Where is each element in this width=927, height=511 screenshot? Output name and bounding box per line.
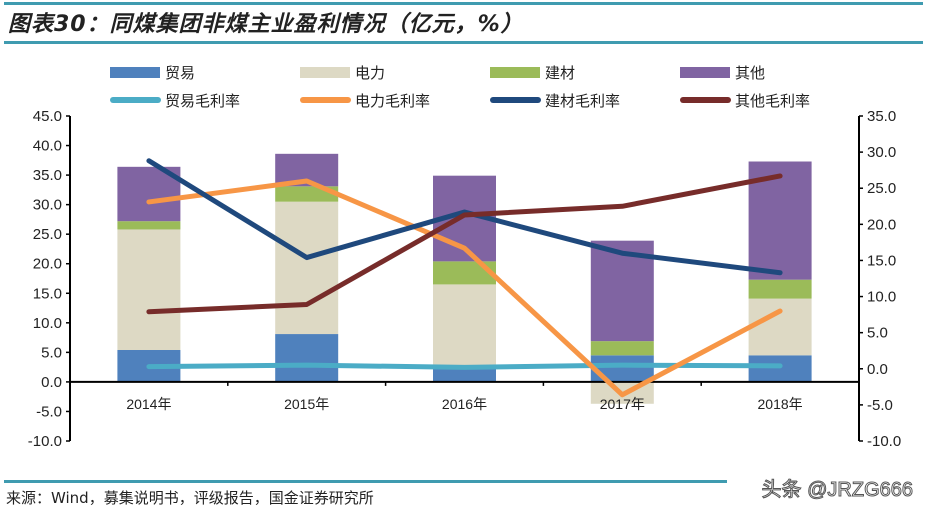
y-right-tick-label: 15.0 (867, 252, 896, 269)
chart-title: 图表30：同煤集团非煤主业盈利情况（亿元，%） (8, 12, 524, 37)
title-top-rule (4, 2, 923, 5)
y-left-tick-label: 15.0 (33, 285, 62, 302)
legend-swatch-bar (110, 67, 160, 78)
bar-贸易 (748, 355, 812, 382)
source-note: 来源：Wind，募集说明书，评级报告，国金证券研究所 (6, 489, 374, 507)
legend-label: 其他 (735, 65, 765, 82)
footer-rule (4, 480, 727, 483)
y-left-tick-label: 10.0 (33, 315, 62, 332)
line-贸易毛利率 (146, 362, 783, 370)
bar-建材 (117, 221, 181, 230)
legend-label: 电力毛利率 (355, 93, 430, 110)
x-tick-label: 2016年 (442, 396, 487, 412)
bar-建材 (433, 261, 496, 285)
y-left-tick-label: 35.0 (33, 167, 62, 184)
y-left-tick-label: 20.0 (33, 256, 62, 273)
y-right-tick-label: -5.0 (867, 397, 893, 414)
legend-swatch-bar (490, 67, 540, 78)
y-right-tick-label: 0.0 (867, 361, 888, 378)
legend-label: 贸易 (165, 65, 195, 82)
y-left-tick-label: 0.0 (41, 374, 62, 391)
y-right-tick-label: 10.0 (867, 289, 896, 306)
x-tick-label: 2015年 (284, 396, 329, 412)
y-left-tick-label: 5.0 (41, 344, 62, 361)
y-right-tick-label: -10.0 (867, 433, 901, 450)
bar-建材 (748, 279, 812, 299)
bar-电力 (433, 284, 496, 368)
y-right-tick-label: 30.0 (867, 144, 896, 161)
legend-label: 建材 (545, 65, 575, 82)
y-left-tick-label: 40.0 (33, 138, 62, 155)
watermark: 头条 @JRZG666 (761, 479, 913, 502)
bar-贸易 (433, 367, 496, 382)
y-left-tick-label: 30.0 (33, 197, 62, 214)
bar-电力 (117, 229, 181, 350)
legend-label: 建材毛利率 (545, 93, 620, 110)
legend-label: 其他毛利率 (735, 93, 810, 110)
y-left-tick-label: 25.0 (33, 226, 62, 243)
bar-贸易 (275, 334, 339, 382)
y-left-tick-label: -5.0 (36, 403, 62, 420)
y-left-tick-label: 45.0 (33, 108, 62, 125)
y-right-tick-label: 25.0 (867, 180, 896, 197)
bar-电力 (748, 298, 812, 356)
x-tick-label: 2017年 (600, 396, 645, 412)
legend-label: 贸易毛利率 (165, 93, 240, 110)
legend-label: 电力 (355, 65, 385, 82)
y-right-tick-label: 20.0 (867, 216, 896, 233)
bar-建材 (590, 341, 654, 356)
x-tick-label: 2014年 (126, 396, 171, 412)
y-right-tick-label: 35.0 (867, 108, 896, 125)
x-tick-label: 2018年 (758, 396, 803, 412)
legend-swatch-bar (680, 67, 730, 78)
legend-swatch-bar (300, 67, 350, 78)
y-left-tick-label: -10.0 (28, 433, 62, 450)
bar-贸易 (590, 355, 654, 382)
title-bottom-rule (4, 41, 923, 44)
y-right-tick-label: 5.0 (867, 325, 888, 342)
bar-电力 (275, 201, 339, 335)
